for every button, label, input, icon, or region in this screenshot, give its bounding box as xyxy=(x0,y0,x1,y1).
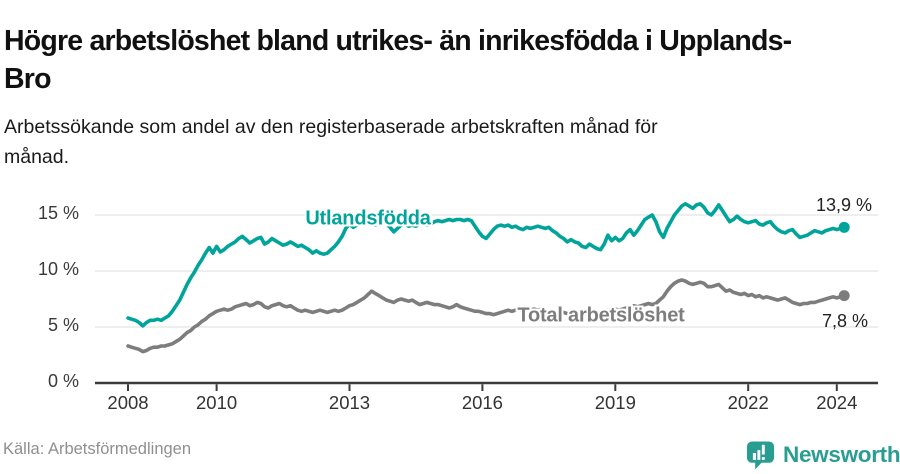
series-end-dot xyxy=(838,290,850,302)
series-label-utlandsfodda: Utlandsfödda xyxy=(305,207,431,230)
x-tick-label: 2008 xyxy=(107,392,149,413)
newsworthy-wordmark: Newsworthy xyxy=(783,442,900,467)
x-tick-label: 2019 xyxy=(594,392,636,413)
chart-title: Högre arbetslöshet bland utrikes- än inr… xyxy=(4,25,792,95)
source-note: Källa: Arbetsförmedlingen xyxy=(3,440,192,458)
y-tick-label: 10 % xyxy=(37,259,79,279)
end-value-total-arbetsloshet: 7,8 % xyxy=(821,311,868,331)
series-line xyxy=(126,202,847,328)
newsworthy-logo: Newsworthy xyxy=(745,438,900,472)
series-end-dot xyxy=(838,221,850,233)
y-tick-label: 5 % xyxy=(47,315,79,335)
x-tick-label: 2013 xyxy=(328,392,371,413)
x-tick-label: 2024 xyxy=(816,392,858,413)
y-tick-label: 0 % xyxy=(47,371,79,391)
x-tick-label: 2022 xyxy=(727,392,769,413)
x-tick-label: 2016 xyxy=(461,392,503,413)
series-line xyxy=(126,278,847,354)
newsworthy-bar-chart-bubble-icon xyxy=(746,441,775,470)
x-tick-label: 2010 xyxy=(196,392,238,413)
end-value-utlandsfodda: 13,9 % xyxy=(815,195,872,215)
y-tick-label: 15 % xyxy=(37,203,79,223)
series-label-total-arbetsloshet: Total arbetslöshet xyxy=(517,304,685,327)
chart-subtitle: Arbetssökande som andel av den registerb… xyxy=(4,115,658,169)
